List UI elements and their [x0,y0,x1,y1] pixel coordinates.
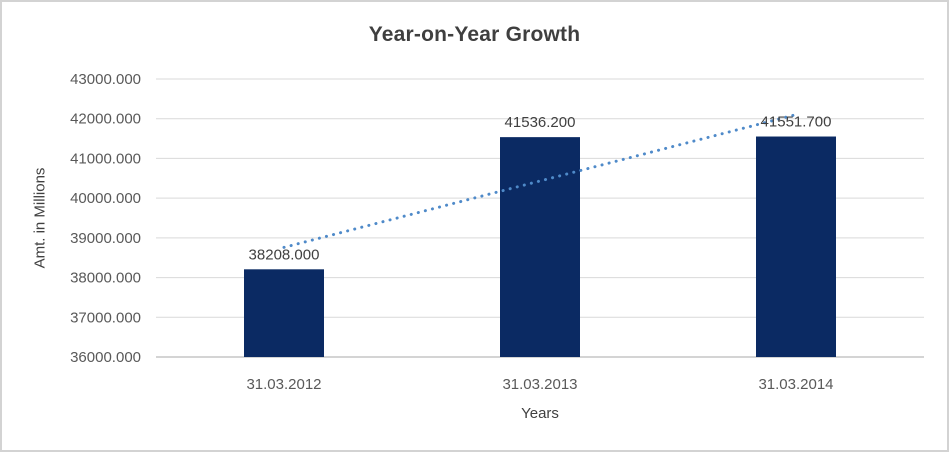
y-tick-label: 36000.000 [70,349,141,366]
y-tick-label: 40000.000 [70,190,141,207]
x-category-label: 31.03.2014 [758,376,833,393]
y-tick-label: 39000.000 [70,230,141,247]
bar-data-label: 41536.200 [505,114,576,131]
y-tick-label: 41000.000 [70,150,141,167]
y-tick-label: 38000.000 [70,270,141,287]
chart-title: Year-on-Year Growth [368,23,581,46]
y-tick-label: 42000.000 [70,111,141,128]
bar-data-label: 41551.700 [761,114,832,131]
x-category-label: 31.03.2012 [246,376,321,393]
bar-31.03.2013 [500,137,580,357]
y-tick-label: 37000.000 [70,309,141,326]
bar-31.03.2014 [756,136,836,357]
x-category-label: 31.03.2013 [502,376,577,393]
bar-data-label: 38208.000 [249,246,320,263]
bar-31.03.2012 [244,269,324,357]
trendline [282,113,798,249]
x-axis-title: Years [521,405,559,422]
y-tick-label: 43000.000 [70,71,141,88]
